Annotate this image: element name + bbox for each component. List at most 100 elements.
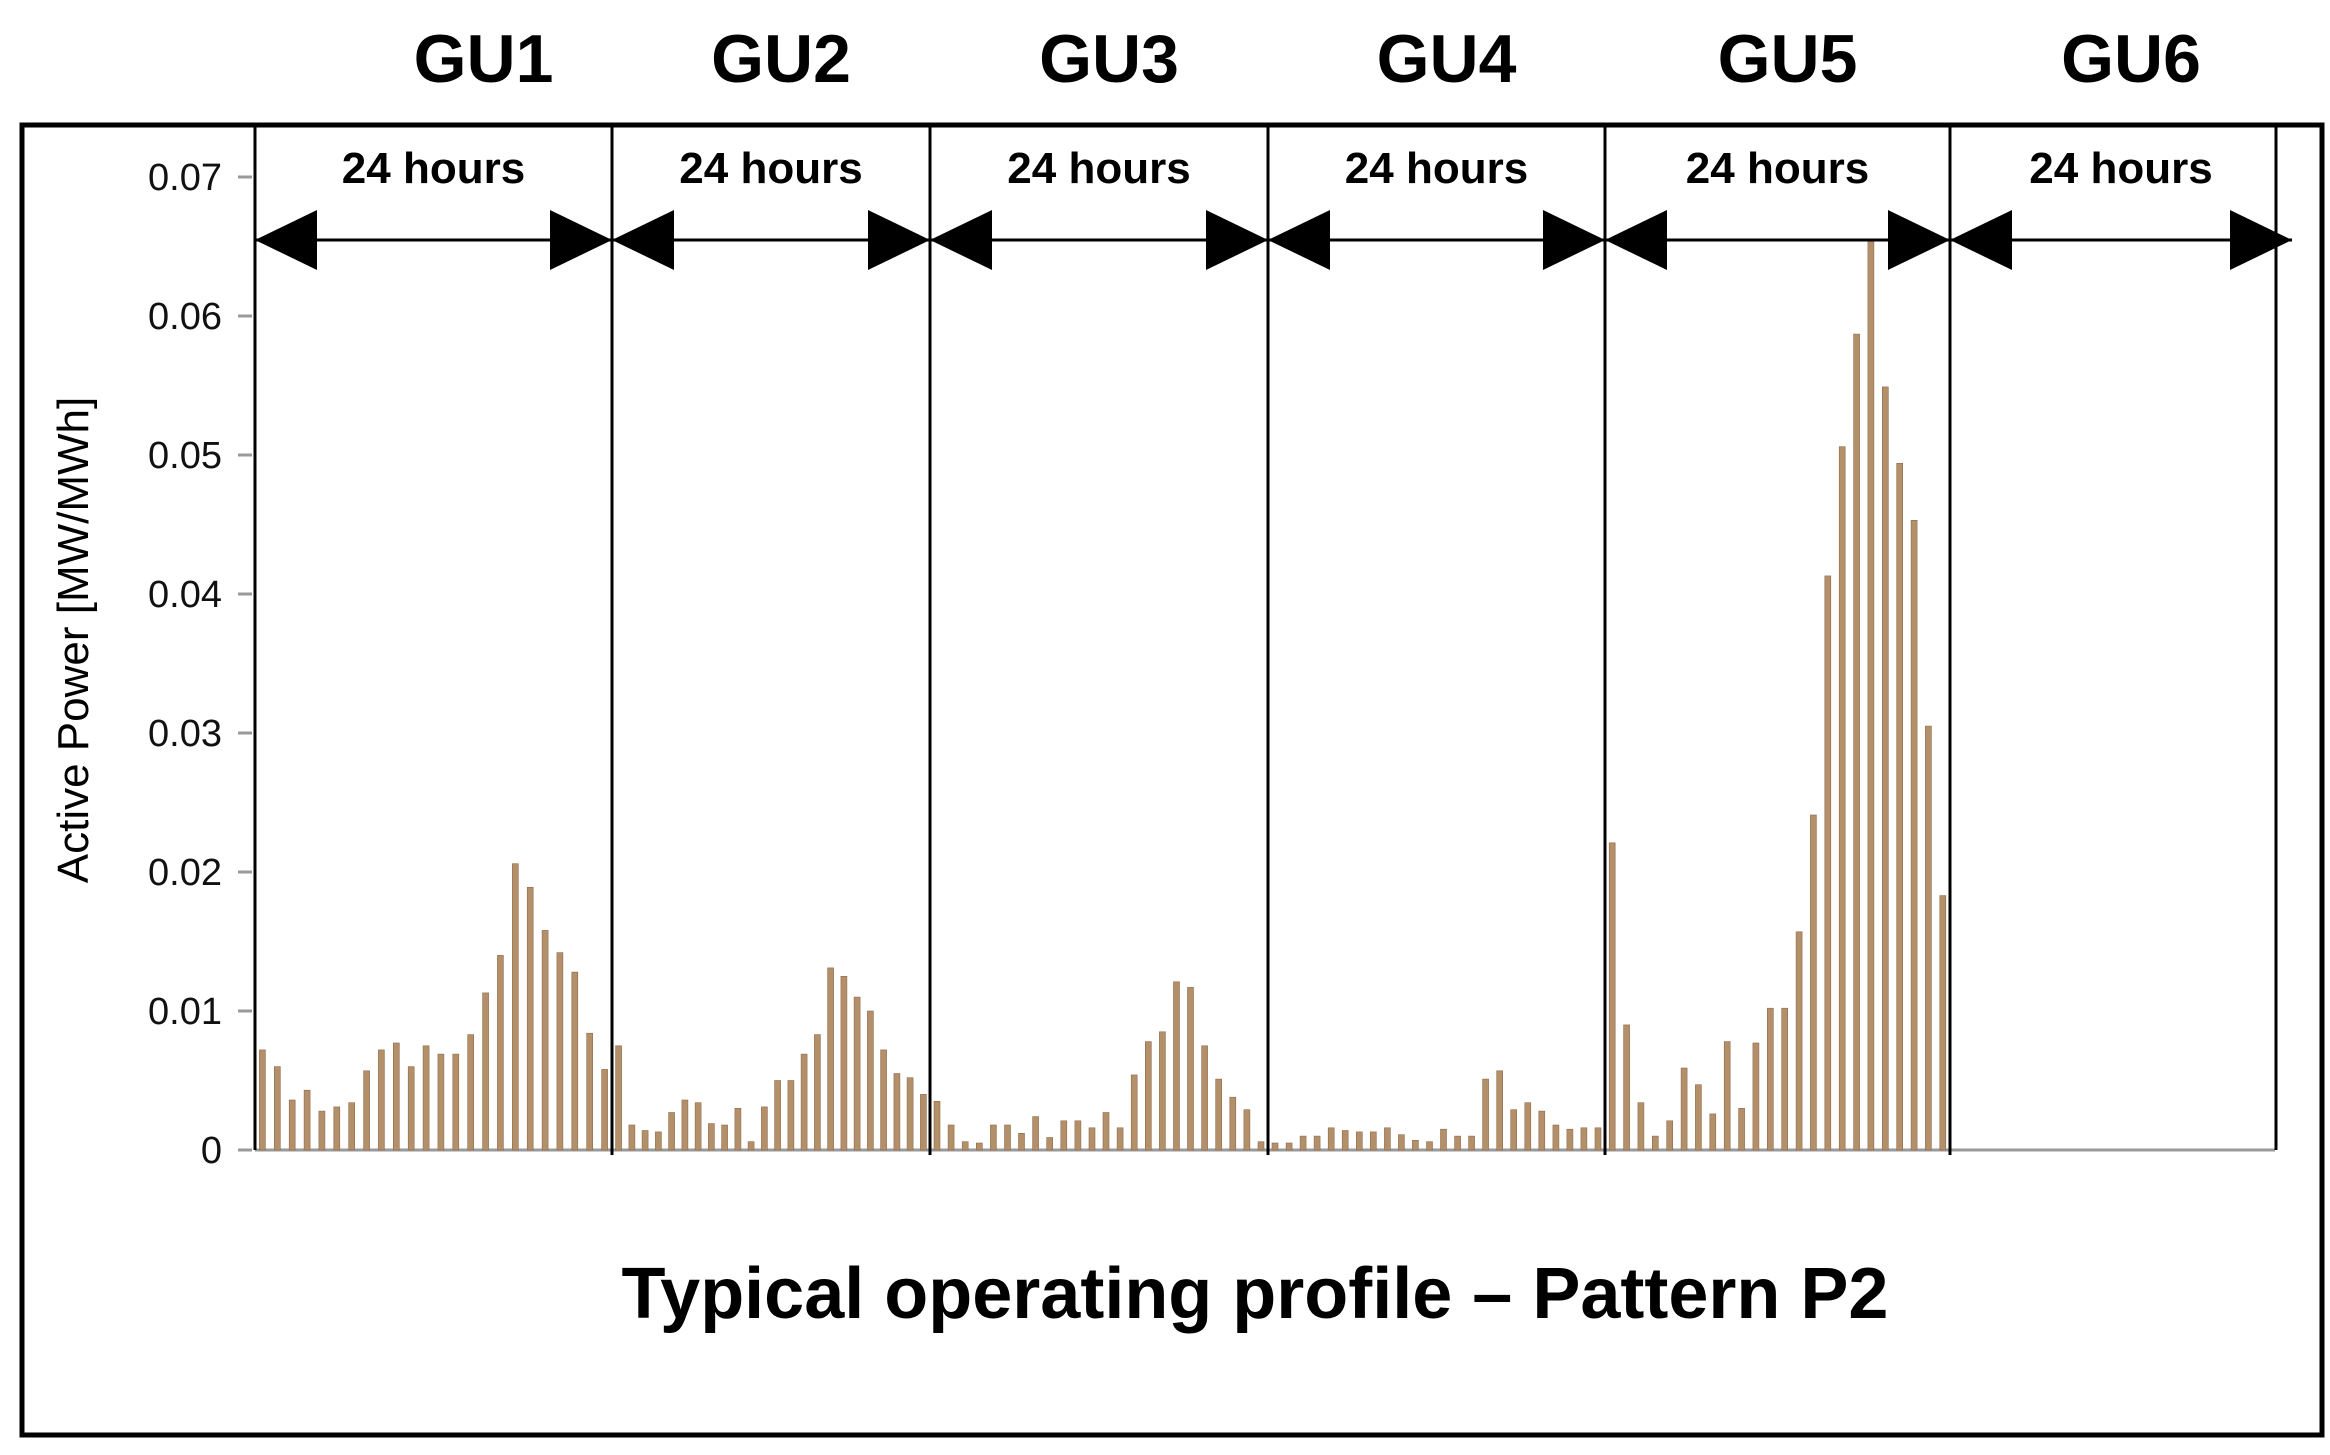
bar-gu1-h20 xyxy=(556,952,564,1151)
bar-gu1-h13 xyxy=(452,1053,460,1151)
bar-gu4-h14 xyxy=(1468,1135,1475,1151)
bar-gu5-h14 xyxy=(1810,814,1817,1151)
span-arrow-head-right xyxy=(550,210,612,270)
span-arrow-head-right xyxy=(868,210,930,270)
bar-gu3-h9 xyxy=(1060,1120,1068,1151)
bar-gu2-h21 xyxy=(893,1073,901,1151)
bar-gu4-h1 xyxy=(1285,1142,1293,1151)
bar-gu5-h23 xyxy=(1939,895,1947,1151)
bar-gu3-h8 xyxy=(1046,1137,1053,1151)
bar-gu5-h5 xyxy=(1680,1067,1688,1151)
span-arrow-head-right xyxy=(1206,210,1268,270)
bar-gu2-h18 xyxy=(853,996,861,1151)
span-arrow-head-left xyxy=(1268,210,1330,270)
span-label: 24 hours xyxy=(1007,144,1190,193)
bar-gu4-h17 xyxy=(1510,1109,1517,1151)
bar-gu4-h16 xyxy=(1496,1070,1503,1151)
bar-gu3-h0 xyxy=(933,1101,941,1151)
bar-gu1-h12 xyxy=(437,1053,445,1151)
bar-gu2-h23 xyxy=(920,1094,927,1151)
y-tick-label: 0.05 xyxy=(148,435,222,477)
bar-gu3-h19 xyxy=(1201,1045,1208,1151)
bar-gu5-h12 xyxy=(1781,1007,1788,1151)
bar-gu3-h20 xyxy=(1215,1078,1222,1151)
bar-gu2-h10 xyxy=(747,1141,755,1151)
unit-label-gu6: GU6 xyxy=(2061,21,2201,97)
bar-gu1-h18 xyxy=(526,886,534,1151)
bar-gu1-h19 xyxy=(541,930,549,1151)
bar-gu2-h14 xyxy=(800,1053,808,1151)
bar-gu4-h19 xyxy=(1538,1110,1546,1151)
bar-gu2-h7 xyxy=(708,1123,715,1151)
bar-gu4-h13 xyxy=(1454,1135,1461,1151)
span-arrow-head-left xyxy=(1605,210,1667,270)
bar-gu2-h22 xyxy=(906,1077,914,1151)
bar-gu4-h10 xyxy=(1412,1140,1419,1151)
bar-gu2-h8 xyxy=(721,1124,728,1151)
bar-gu5-h19 xyxy=(1882,386,1889,1151)
bar-gu4-h5 xyxy=(1341,1130,1349,1151)
bar-gu3-h14 xyxy=(1130,1074,1138,1151)
unit-label-gu3: GU3 xyxy=(1039,21,1179,97)
span-arrow-head-right xyxy=(2230,210,2292,270)
span-arrow-head-right xyxy=(1888,210,1950,270)
bar-gu3-h10 xyxy=(1074,1120,1082,1151)
bar-gu5-h6 xyxy=(1695,1084,1702,1151)
bar-gu1-h2 xyxy=(288,1099,296,1151)
bar-gu2-h3 xyxy=(655,1131,662,1151)
bar-gu2-h19 xyxy=(867,1010,874,1151)
bar-gu3-h5 xyxy=(1004,1124,1011,1151)
bar-gu1-h8 xyxy=(378,1049,385,1151)
bar-gu4-h4 xyxy=(1327,1127,1335,1151)
bar-gu2-h17 xyxy=(840,975,848,1151)
bar-gu3-h6 xyxy=(1018,1133,1025,1151)
bar-gu4-h12 xyxy=(1440,1128,1447,1151)
bar-gu5-h0 xyxy=(1608,842,1616,1151)
bar-gu4-h6 xyxy=(1356,1131,1363,1151)
unit-label-gu4: GU4 xyxy=(1377,21,1517,97)
span-label: 24 hours xyxy=(2029,144,2212,193)
bar-gu3-h4 xyxy=(990,1124,997,1151)
bar-gu5-h8 xyxy=(1723,1041,1731,1151)
bar-gu1-h15 xyxy=(482,992,489,1151)
bar-gu3-h11 xyxy=(1088,1127,1096,1151)
bar-gu1-h1 xyxy=(273,1066,281,1151)
bar-gu3-h2 xyxy=(961,1141,969,1151)
bar-gu3-h7 xyxy=(1032,1116,1039,1151)
bar-gu3-h21 xyxy=(1229,1096,1237,1151)
bar-gu4-h3 xyxy=(1313,1135,1321,1151)
unit-labels: GU1 GU2 GU3 GU4 GU5 GU6 xyxy=(414,21,2201,97)
bar-gu1-h22 xyxy=(586,1032,594,1151)
bar-gu5-h9 xyxy=(1738,1108,1745,1151)
span-arrows: 24 hours 24 hours 24 hours 24 hours 24 hours… xyxy=(255,144,2292,270)
bar-gu5-h1 xyxy=(1623,1024,1630,1151)
bar-gu3-h16 xyxy=(1159,1031,1166,1151)
unit-label-gu2: GU2 xyxy=(711,21,851,97)
y-tick-label: 0.02 xyxy=(148,852,222,894)
bar-gu5-h11 xyxy=(1767,1007,1774,1151)
bar-gu2-h2 xyxy=(641,1130,649,1151)
bar-gu4-h21 xyxy=(1566,1128,1574,1151)
bar-gu1-h11 xyxy=(422,1045,430,1151)
bar-gu4-h0 xyxy=(1271,1142,1279,1151)
unit-label-gu1: GU1 xyxy=(414,21,554,97)
bar-gu2-h0 xyxy=(615,1045,622,1151)
bar-gu1-h10 xyxy=(407,1066,415,1151)
span-label: 24 hours xyxy=(1686,144,1869,193)
bar-gu5-h21 xyxy=(1910,519,1918,1151)
bar-gu1-h7 xyxy=(363,1070,370,1151)
bar-gu3-h3 xyxy=(975,1142,983,1151)
bar-gu1-h17 xyxy=(511,863,519,1151)
bar-gu5-h20 xyxy=(1896,462,1903,1151)
bar-gu3-h1 xyxy=(947,1124,955,1151)
bar-gu5-h17 xyxy=(1853,333,1860,1151)
span-arrow-head-left xyxy=(930,210,992,270)
bar-gu4-h18 xyxy=(1524,1102,1532,1151)
y-tick-label: 0.06 xyxy=(148,296,222,338)
bar-gu4-h2 xyxy=(1299,1135,1307,1151)
bar-gu3-h22 xyxy=(1243,1109,1251,1151)
bar-gu1-h6 xyxy=(348,1102,356,1151)
bar-gu5-h15 xyxy=(1824,575,1832,1151)
bar-gu4-h22 xyxy=(1580,1127,1588,1151)
bar-gu5-h2 xyxy=(1637,1102,1645,1151)
